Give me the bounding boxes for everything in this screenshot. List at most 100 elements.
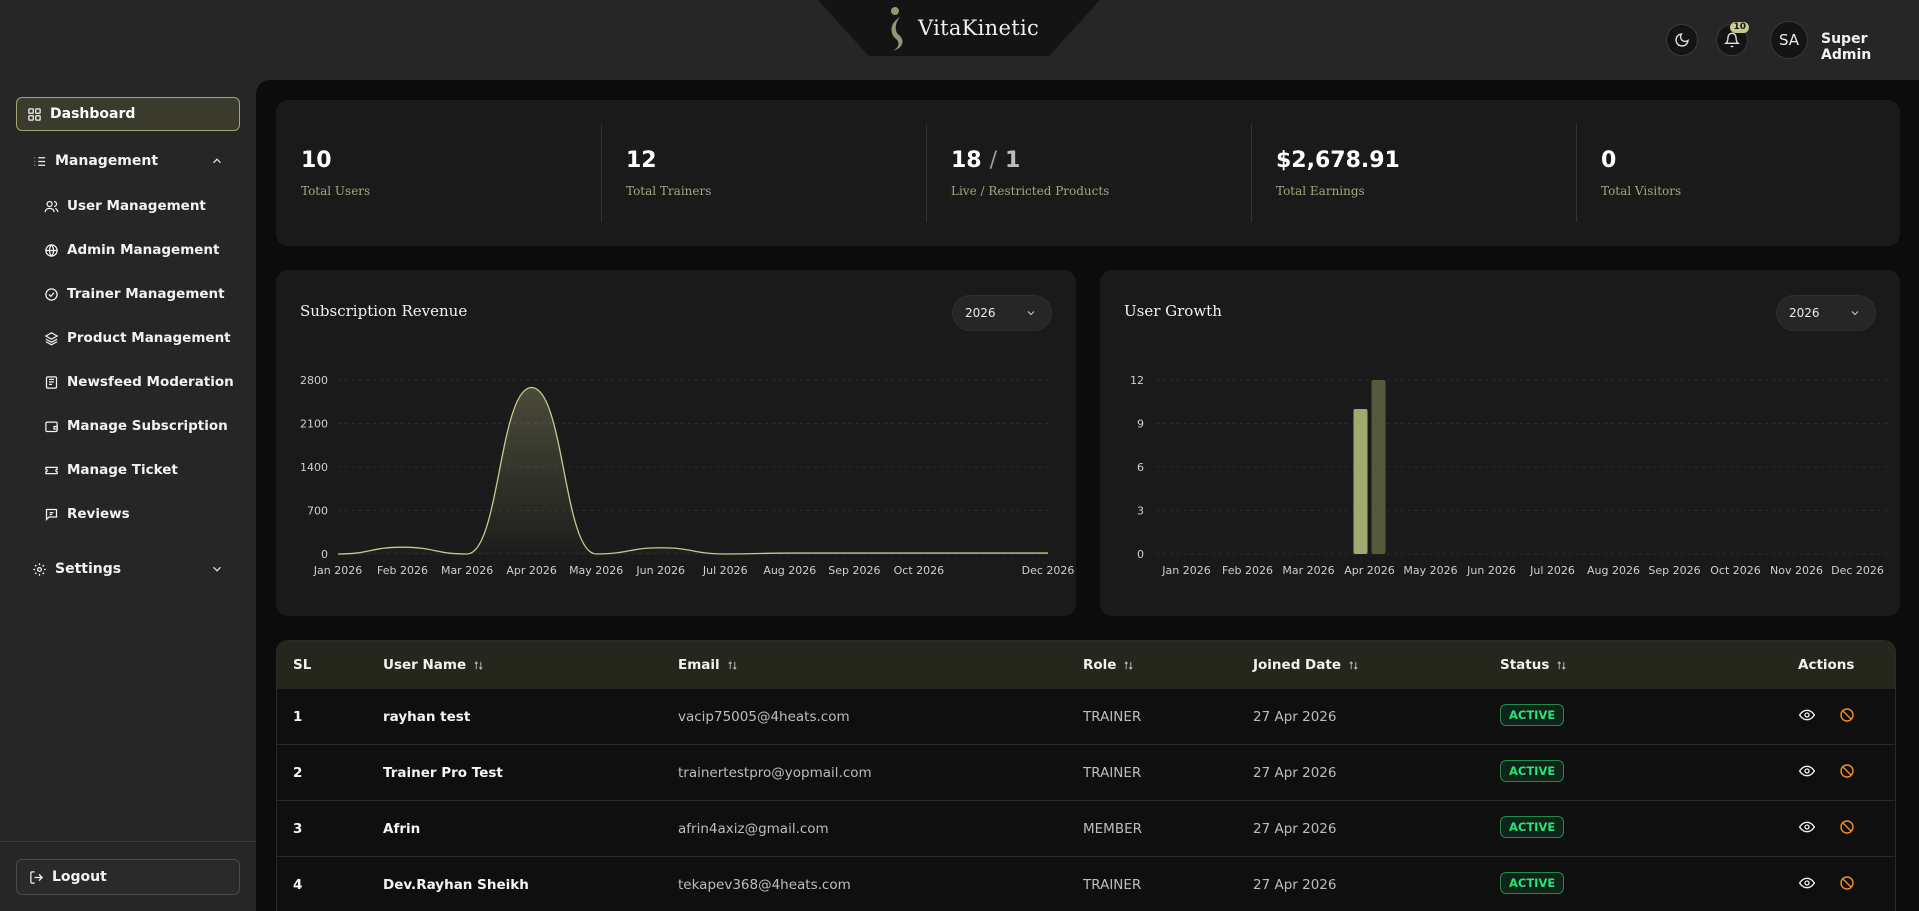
status-badge: ACTIVE <box>1500 872 1565 894</box>
sidebar-item-label: User Management <box>67 198 206 214</box>
table-row: 1 rayhan test vacip75005@4heats.com TRAI… <box>277 689 1895 745</box>
cell-role: TRAINER <box>1083 877 1142 893</box>
column-header-email[interactable]: Email <box>678 657 738 673</box>
stat-label: Total Trainers <box>626 184 712 198</box>
stat-label: Total Users <box>301 184 371 198</box>
table-header: SL User Name Email Role Joined Date Stat… <box>277 641 1895 689</box>
cell-joined-date: 27 Apr 2026 <box>1253 765 1337 781</box>
stat-label: Total Earnings <box>1276 184 1365 198</box>
block-icon[interactable] <box>1839 763 1855 779</box>
logo-notch <box>818 0 1100 56</box>
block-icon[interactable] <box>1839 875 1855 891</box>
column-header-status[interactable]: Status <box>1500 657 1567 673</box>
sidebar-group-settings[interactable]: Settings <box>32 557 232 581</box>
sort-icon <box>1124 660 1134 670</box>
cell-user-name: rayhan test <box>383 709 471 725</box>
cell-joined-date: 27 Apr 2026 <box>1253 877 1337 893</box>
user-growth-bar-chart: 0 3 6 9 12 Jan 2026 Feb 2026 Mar 2026 Apr 2026 Ma… <box>1130 374 1888 577</box>
revenue-year-select[interactable]: 2026 <box>952 295 1052 331</box>
theme-toggle-button[interactable] <box>1666 24 1698 56</box>
sidebar-item-product-management[interactable]: Product Management <box>44 326 231 350</box>
stat-value: 0 <box>1601 148 1617 173</box>
x-tick-label: Apr 2026 <box>506 564 557 577</box>
table-row: 2 Trainer Pro Test trainertestpro@yopmai… <box>277 745 1895 801</box>
x-tick-label: Jun 2026 <box>1466 564 1516 577</box>
main-content: 10 Total Users 12 Total Trainers 18/1 Li… <box>256 80 1919 911</box>
view-eye-icon[interactable] <box>1799 707 1815 723</box>
sidebar-item-user-management[interactable]: User Management <box>44 194 206 218</box>
sidebar-item-dashboard[interactable]: Dashboard <box>16 97 240 131</box>
cell-role: TRAINER <box>1083 709 1142 725</box>
logout-button[interactable]: Logout <box>16 859 240 895</box>
cell-email: trainertestpro@yopmail.com <box>678 765 872 781</box>
sidebar-item-label: Trainer Management <box>67 286 225 302</box>
sidebar-item-admin-management[interactable]: Admin Management <box>44 238 220 262</box>
layers-icon <box>44 331 59 345</box>
gear-icon <box>33 562 46 576</box>
stat-separator <box>601 124 602 222</box>
status-badge: ACTIVE <box>1500 816 1565 838</box>
stat-total-earnings: $2,678.91 Total Earnings <box>1251 100 1576 246</box>
stat-total-visitors: 0 Total Visitors <box>1576 100 1901 246</box>
x-tick-label: Mar 2026 <box>441 564 493 577</box>
brand-name: VitaKinetic <box>918 16 1040 40</box>
stat-value: $2,678.91 <box>1276 148 1400 173</box>
cell-role: TRAINER <box>1083 765 1142 781</box>
view-eye-icon[interactable] <box>1799 875 1815 891</box>
column-header-user-name[interactable]: User Name <box>383 657 484 673</box>
x-tick-label: Feb 2026 <box>1222 564 1273 577</box>
user-growth-card: User Growth 2026 0 3 6 9 12 Jan 2026 Feb 2026 M… <box>1100 270 1900 616</box>
cell-sl: 2 <box>293 765 303 781</box>
revenue-area-chart: 0 700 1400 2100 2800 Jan 2026 Feb 2026 Mar 2026… <box>300 374 1075 577</box>
column-header-sl: SL <box>293 657 312 673</box>
sidebar-item-newsfeed-moderation[interactable]: Newsfeed Moderation <box>44 370 234 394</box>
bell-icon <box>1724 32 1740 48</box>
stats-card: 10 Total Users 12 Total Trainers 18 / 1 Li… <box>276 100 1900 246</box>
notifications-button[interactable]: 10 <box>1716 22 1749 56</box>
sidebar-item-reviews[interactable]: Reviews <box>44 502 130 526</box>
x-tick-label: Mar 2026 <box>1282 564 1334 577</box>
column-header-joined-date[interactable]: Joined Date <box>1253 657 1359 673</box>
sidebar-group-label: Management <box>55 153 159 169</box>
x-tick-label: Jan 2026 <box>313 564 362 577</box>
view-eye-icon[interactable] <box>1799 763 1815 779</box>
user-name[interactable]: Super Admin <box>1821 31 1872 63</box>
y-tick-label: 700 <box>307 505 328 518</box>
wallet-icon <box>45 421 58 432</box>
cell-email: afrin4axiz@gmail.com <box>678 821 829 837</box>
chart-title: User Growth <box>1124 302 1222 320</box>
brand-logo[interactable]: VitaKinetic <box>886 4 1039 52</box>
y-tick-label: 2800 <box>300 374 328 387</box>
growth-year-select[interactable]: 2026 <box>1776 295 1876 331</box>
bar-1 <box>1371 380 1386 554</box>
sort-icon <box>1349 660 1358 670</box>
cell-joined-date: 27 Apr 2026 <box>1253 821 1337 837</box>
x-tick-label: Dec 2026 <box>1831 564 1884 577</box>
logout-icon <box>30 870 44 884</box>
sidebar-item-trainer-management[interactable]: Trainer Management <box>44 282 225 306</box>
sidebar-group-management[interactable]: Management <box>32 149 232 173</box>
block-icon[interactable] <box>1839 819 1855 835</box>
column-header-role[interactable]: Role <box>1083 657 1134 673</box>
view-eye-icon[interactable] <box>1799 819 1815 835</box>
globe-icon <box>45 243 58 257</box>
cell-role: MEMBER <box>1083 821 1142 837</box>
x-tick-label: May 2026 <box>1403 564 1457 577</box>
sidebar-item-manage-ticket[interactable]: Manage Ticket <box>44 458 178 482</box>
x-tick-label: Dec 2026 <box>1022 564 1075 577</box>
cell-joined-date: 27 Apr 2026 <box>1253 709 1337 725</box>
cell-user-name: Afrin <box>383 821 421 837</box>
cell-sl: 1 <box>293 709 303 725</box>
sidebar-item-label: Dashboard <box>50 106 136 122</box>
block-icon[interactable] <box>1839 707 1855 723</box>
avatar[interactable]: SA <box>1770 21 1808 59</box>
chevron-down-icon <box>1027 311 1035 316</box>
cell-email: tekapev368@4heats.com <box>678 877 851 893</box>
sidebar-item-manage-subscription[interactable]: Manage Subscription <box>44 414 228 438</box>
top-header: VitaKinetic 10 SA Super Admin <box>0 0 1919 80</box>
stat-total-trainers: 12 Total Trainers <box>601 100 926 246</box>
x-tick-label: Jun 2026 <box>635 564 685 577</box>
grid-icon <box>28 107 41 121</box>
cell-user-name: Trainer Pro Test <box>383 765 503 781</box>
stat-separator <box>926 124 927 222</box>
